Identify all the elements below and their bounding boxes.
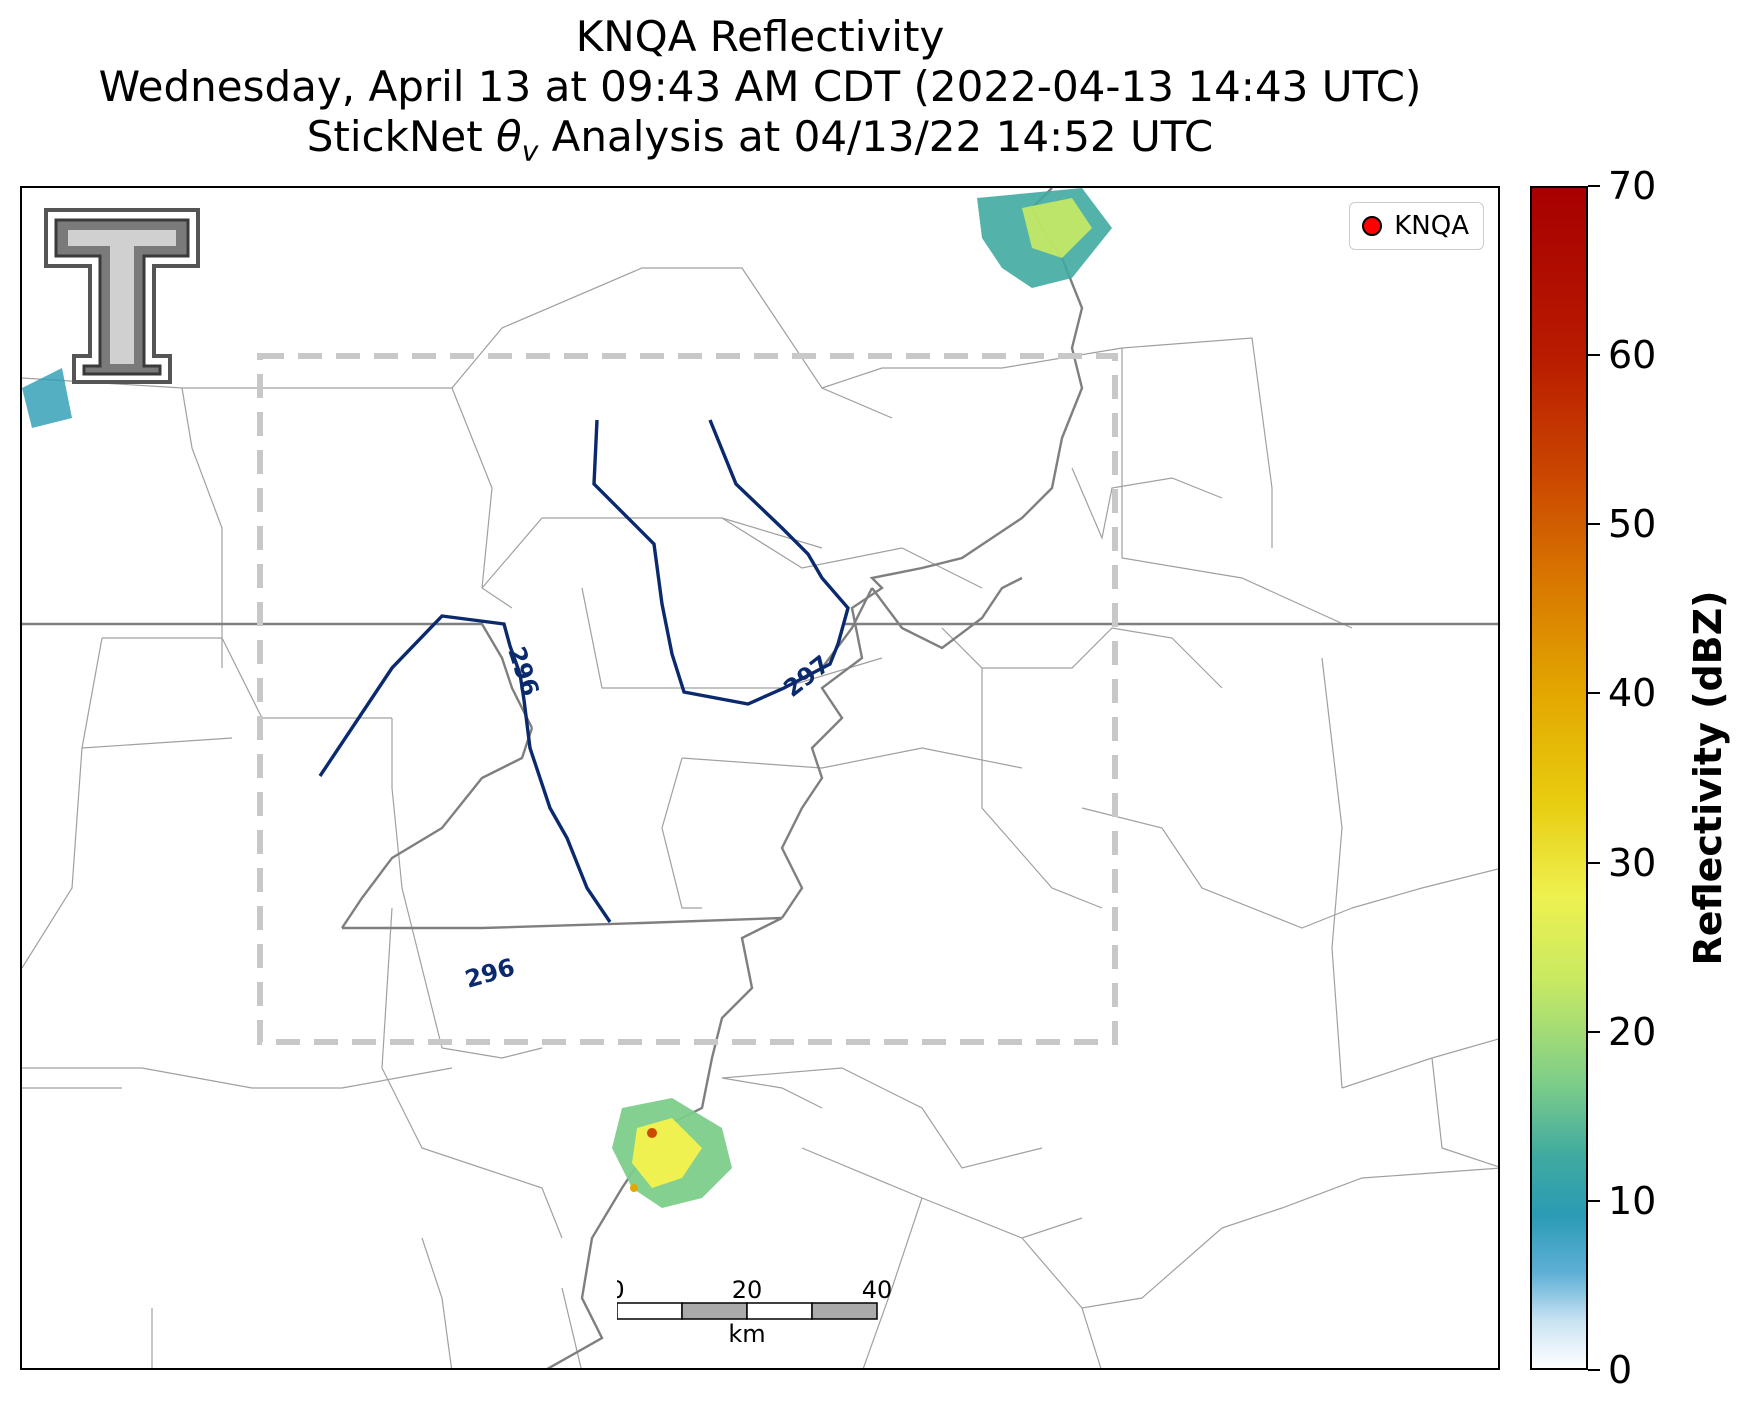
title-line-2: Wednesday, April 13 at 09:43 AM CDT (202…	[98, 62, 1422, 111]
colorbar-tick-mark	[1588, 1199, 1600, 1202]
contour-label-296-b: 296	[462, 953, 518, 994]
echo-west	[22, 368, 72, 428]
colorbar-tick-label: 60	[1608, 333, 1657, 378]
contour-label-296-a: 296	[502, 643, 544, 699]
title-line-1: KNQA Reflectivity	[575, 12, 945, 61]
colorbar-tick-label: 20	[1608, 1009, 1657, 1054]
echo-south-peak	[647, 1128, 657, 1138]
colorbar-label: Reflectivity (dBZ)	[1686, 590, 1730, 966]
scalebar-tick-0: 0	[617, 1278, 625, 1304]
county-lines	[22, 267, 1498, 1368]
scalebar-tick-20: 20	[732, 1278, 763, 1304]
colorbar-tick-label: 30	[1608, 840, 1657, 885]
map-title: KNQA Reflectivity Wednesday, April 13 at…	[0, 12, 1520, 176]
colorbar-gradient	[1530, 186, 1588, 1370]
colorbar-tick-label: 0	[1608, 1348, 1633, 1392]
scalebar-unit: km	[728, 1320, 765, 1348]
colorbar-tick-label: 50	[1608, 502, 1657, 547]
map-legend: KNQA	[1349, 202, 1484, 250]
echo-south-peak-2	[630, 1184, 638, 1192]
state-lines	[22, 188, 1498, 1368]
scalebar-tick-40: 40	[862, 1278, 893, 1304]
legend-label: KNQA	[1394, 211, 1469, 241]
scale-bar: 0 20 40 km	[617, 1278, 917, 1348]
radar-site-marker-icon	[1362, 216, 1383, 236]
contour-296-west	[318, 614, 612, 923]
contour-labels: 296 297 296	[462, 643, 835, 994]
colorbar-tick-mark	[1588, 1030, 1600, 1033]
colorbar-tick-mark	[1588, 354, 1600, 357]
colorbar-tick-mark	[1588, 861, 1600, 864]
radar-map[interactable]: 296 297 296 KNQA 0 20 40 km	[20, 186, 1500, 1370]
reflectivity-echoes	[22, 188, 1112, 1208]
echo-northeast-core	[1022, 198, 1092, 258]
title-line-3: StickNet θv Analysis at 04/13/22 14:52 U…	[306, 112, 1214, 168]
colorbar-tick-mark	[1588, 523, 1600, 526]
colorbar-tick-mark	[1588, 185, 1600, 187]
texas-tech-logo	[42, 206, 202, 386]
colorbar-tick-label: 40	[1608, 671, 1657, 716]
colorbar-tick-mark	[1588, 692, 1600, 695]
theta-v-contours	[318, 419, 850, 923]
colorbar-tick-label: 10	[1608, 1178, 1657, 1223]
map-layers: 296 297 296	[22, 188, 1498, 1368]
colorbar-tick-label: 70	[1608, 164, 1657, 208]
colorbar-tick-mark	[1588, 1369, 1600, 1371]
analysis-domain-box	[257, 353, 1118, 1045]
reflectivity-colorbar: 0 10 20 30 40 50 60 70 Reflectivity (dBZ)	[1530, 167, 1730, 1389]
contour-297	[592, 419, 850, 706]
